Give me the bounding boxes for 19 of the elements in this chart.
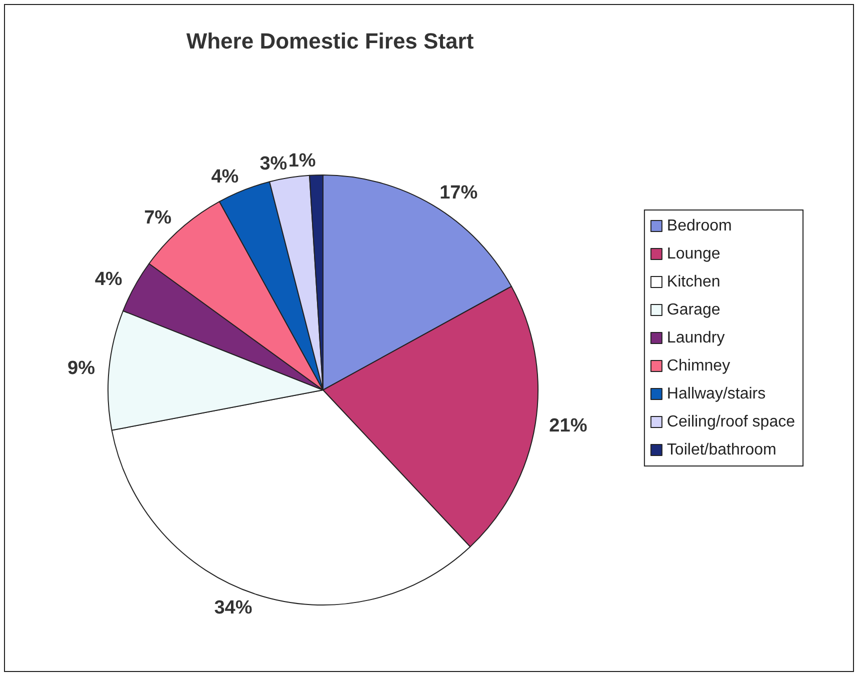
legend-label: Hallway/stairs (666, 386, 766, 402)
legend-label: Ceiling/roof space (666, 414, 796, 430)
legend-label: Laundry (666, 330, 725, 346)
data-label: 34% (214, 597, 252, 618)
legend-label: Chimney (666, 358, 730, 374)
legend-label: Garage (666, 302, 720, 318)
chart-title: Where Domestic Fires Start (186, 28, 474, 54)
data-label: 21% (549, 415, 588, 436)
data-label: 3% (260, 153, 288, 174)
legend-label: Lounge (666, 246, 720, 262)
legend-label: Bedroom (666, 218, 732, 234)
data-label: 4% (94, 269, 122, 290)
data-label: 1% (288, 150, 316, 172)
data-label: 7% (144, 208, 172, 229)
legend-label: Toilet/bathroom (666, 442, 776, 458)
data-label: 4% (211, 166, 239, 188)
data-label: 17% (440, 182, 478, 204)
data-label: 9% (68, 358, 96, 379)
legend-label: Kitchen (666, 274, 720, 290)
